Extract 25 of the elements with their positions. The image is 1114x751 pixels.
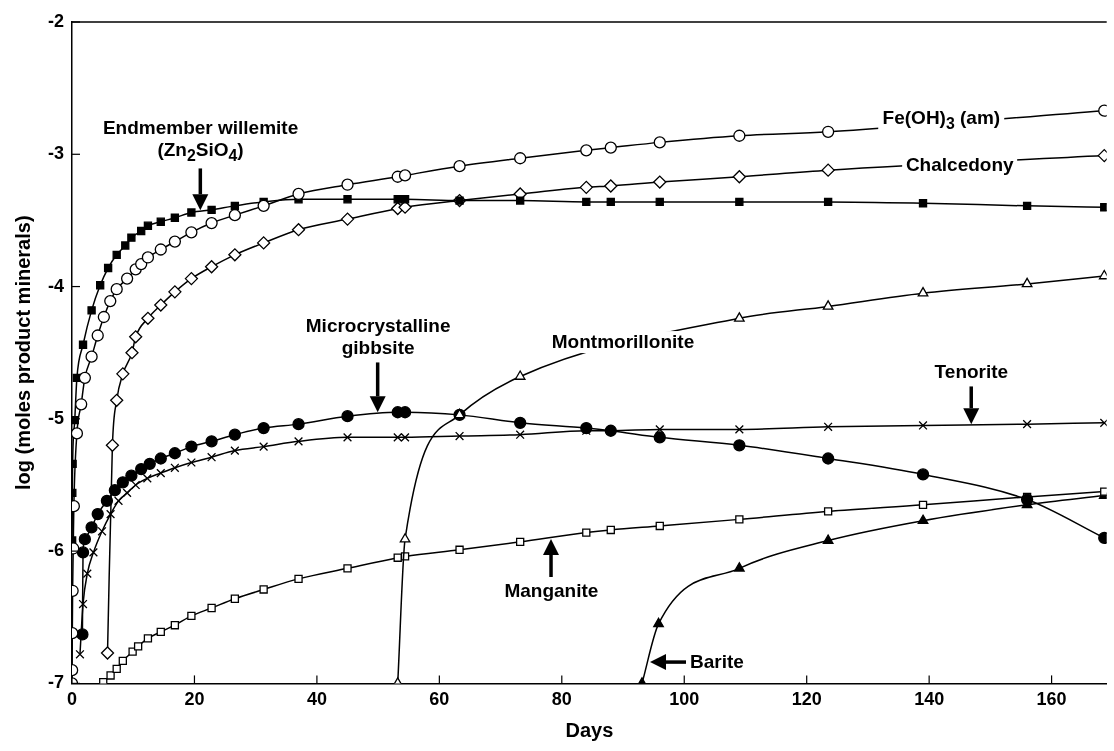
x-tick-label: 40 xyxy=(306,689,327,710)
y-tick-label: -7 xyxy=(47,672,64,693)
annotation: Chalcedony xyxy=(901,153,1018,176)
annotation: Endmember willemite (Zn$_{2}$SiO$_{4}$) xyxy=(102,117,299,165)
annotation: Tenorite xyxy=(934,361,1009,384)
x-tick-label: 80 xyxy=(551,689,572,710)
y-tick-label: -2 xyxy=(47,10,64,31)
x-tick-label: 20 xyxy=(184,689,205,710)
x-tick-label: 160 xyxy=(1036,689,1067,710)
y-tick-label: -3 xyxy=(47,143,64,164)
annotation: Manganite xyxy=(504,580,599,603)
y-tick-label: -5 xyxy=(47,407,64,428)
x-tick-label: 0 xyxy=(67,689,78,710)
annotation: Montmorillonite xyxy=(547,331,699,354)
x-axis-title: Days xyxy=(565,718,614,741)
y-tick-label: -6 xyxy=(47,540,64,561)
x-tick-label: 60 xyxy=(429,689,450,710)
x-tick-label: 120 xyxy=(791,689,822,710)
annotation: Fe(OH)$_{3}$ (am) xyxy=(878,106,1005,133)
annotation: Microcrystalline gibbsite xyxy=(305,315,451,360)
annotation: Barite xyxy=(689,651,744,674)
y-axis-title: log (moles product minerals) xyxy=(11,215,34,490)
x-tick-label: 140 xyxy=(914,689,945,710)
y-tick-label: -4 xyxy=(47,275,64,296)
x-tick-label: 100 xyxy=(669,689,700,710)
